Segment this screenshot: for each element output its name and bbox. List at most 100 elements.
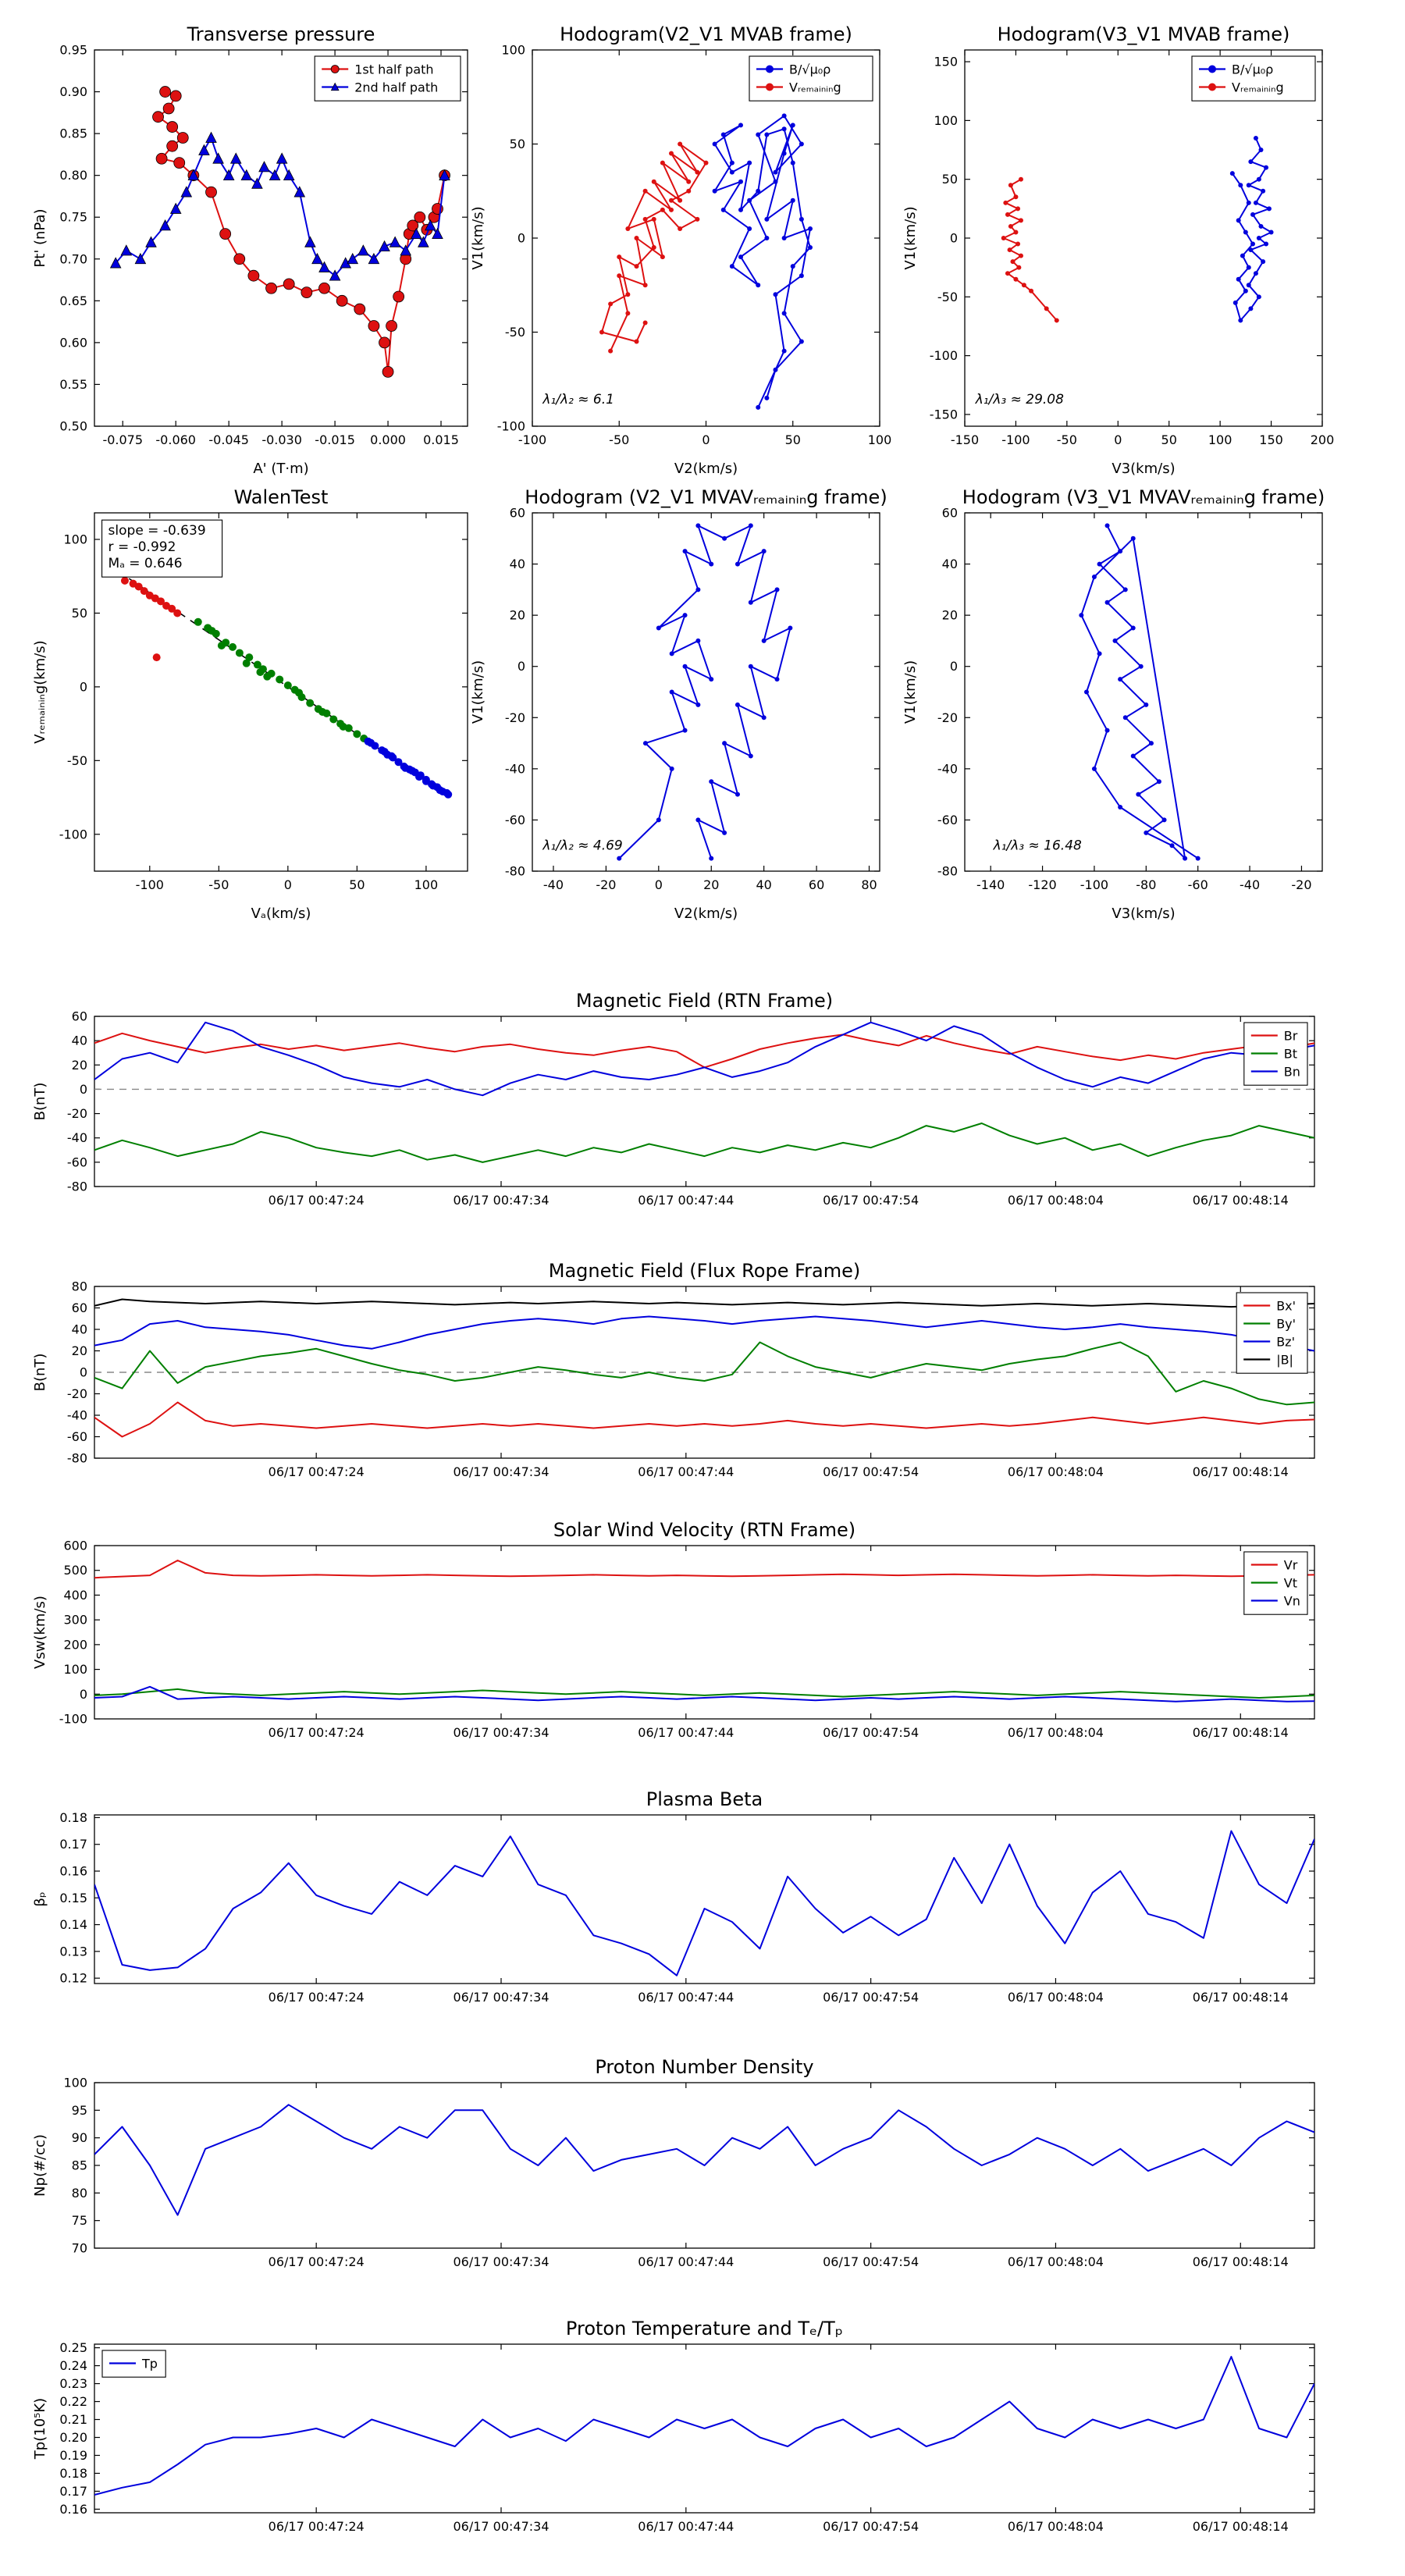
svg-text:|B|: |B|: [1276, 1352, 1293, 1367]
svg-text:-100: -100: [518, 432, 546, 447]
svg-text:0: 0: [80, 1365, 87, 1380]
svg-text:B(nT): B(nT): [32, 1083, 48, 1121]
svg-text:-0.060: -0.060: [155, 432, 196, 447]
svg-text:Vᵣₑₘₐᵢₙᵢₙg(km/s): Vᵣₑₘₐᵢₙᵢₙg(km/s): [32, 640, 48, 743]
svg-text:06/17 00:47:24: 06/17 00:47:24: [269, 1990, 365, 2005]
svg-text:06/17 00:47:44: 06/17 00:47:44: [638, 1193, 734, 1208]
svg-text:Vt: Vt: [1284, 1575, 1297, 1590]
svg-text:50: 50: [349, 877, 365, 892]
svg-text:Plasma Beta: Plasma Beta: [646, 1788, 763, 1810]
svg-text:Vn: Vn: [1284, 1593, 1300, 1608]
chart-velocity: 06/17 00:47:24 06/17 00:47:34 06/17 00:47:…: [32, 1519, 1315, 1740]
svg-text:-80: -80: [937, 864, 958, 879]
svg-text:0.60: 0.60: [59, 335, 87, 350]
svg-text:40: 40: [72, 1322, 87, 1337]
svg-text:80: 80: [861, 877, 877, 892]
chart-hodogram-v2v1-mvav: -40 -20 0 20 40 60 80-80-60-40-200204060Hodogr…: [470, 486, 887, 922]
svg-text:0.22: 0.22: [59, 2394, 87, 2409]
svg-text:Transverse pressure: Transverse pressure: [187, 23, 375, 45]
svg-text:0: 0: [518, 659, 525, 674]
svg-text:-100: -100: [59, 1712, 87, 1727]
svg-text:0.85: 0.85: [59, 126, 87, 141]
svg-text:60: 60: [72, 1300, 87, 1315]
svg-text:Br: Br: [1284, 1028, 1298, 1043]
svg-text:85: 85: [72, 2158, 87, 2173]
svg-text:-20: -20: [505, 710, 525, 725]
svg-text:06/17 00:47:24: 06/17 00:47:24: [269, 2519, 365, 2534]
svg-text:V3(km/s): V3(km/s): [1112, 461, 1175, 477]
svg-text:20: 20: [72, 1058, 87, 1073]
svg-text:06/17 00:47:34: 06/17 00:47:34: [453, 2519, 549, 2534]
svg-text:06/17 00:48:04: 06/17 00:48:04: [1008, 1464, 1104, 1479]
svg-text:B/√μ₀ρ: B/√μ₀ρ: [1232, 62, 1273, 76]
svg-text:20: 20: [72, 1343, 87, 1358]
svg-text:80: 80: [72, 2186, 87, 2201]
svg-text:0.000: 0.000: [370, 432, 406, 447]
chart-transverse-pressure: -0.075 -0.060 -0.045 -0.030 -0.015 0.000 0.015…: [32, 23, 468, 477]
svg-text:20: 20: [703, 877, 719, 892]
svg-text:95: 95: [72, 2103, 87, 2118]
svg-text:100: 100: [1208, 432, 1232, 447]
svg-text:0: 0: [518, 231, 525, 246]
svg-text:0.18: 0.18: [59, 2466, 87, 2481]
svg-text:A' (T·m): A' (T·m): [253, 461, 308, 477]
svg-text:06/17 00:47:34: 06/17 00:47:34: [453, 1464, 549, 1479]
svg-text:06/17 00:47:34: 06/17 00:47:34: [453, 1990, 549, 2005]
svg-text:06/17 00:47:54: 06/17 00:47:54: [823, 1193, 919, 1208]
svg-text:Bx': Bx': [1276, 1298, 1296, 1313]
svg-text:0: 0: [284, 877, 292, 892]
svg-text:100: 100: [934, 113, 958, 128]
svg-text:-40: -40: [1240, 877, 1260, 892]
svg-text:0.75: 0.75: [59, 210, 87, 225]
svg-text:06/17 00:47:44: 06/17 00:47:44: [638, 1990, 734, 2005]
svg-text:-60: -60: [67, 1155, 87, 1169]
svg-text:V1(km/s): V1(km/s): [902, 206, 919, 269]
svg-text:06/17 00:47:34: 06/17 00:47:34: [453, 1193, 549, 1208]
svg-text:-50: -50: [208, 877, 229, 892]
svg-text:0.55: 0.55: [59, 377, 87, 392]
svg-text:60: 60: [72, 1009, 87, 1024]
svg-text:50: 50: [942, 172, 958, 187]
svg-text:-40: -40: [505, 761, 525, 776]
svg-text:-50: -50: [609, 432, 629, 447]
svg-text:0.16: 0.16: [59, 2502, 87, 2517]
svg-text:100: 100: [63, 532, 87, 547]
svg-text:06/17 00:47:44: 06/17 00:47:44: [638, 2519, 734, 2534]
svg-text:0.16: 0.16: [59, 1864, 87, 1879]
svg-text:06/17 00:47:54: 06/17 00:47:54: [823, 1464, 919, 1479]
svg-text:-40: -40: [937, 761, 958, 776]
svg-text:-40: -40: [67, 1408, 87, 1423]
svg-text:06/17 00:48:04: 06/17 00:48:04: [1008, 1990, 1104, 2005]
svg-text:-60: -60: [505, 813, 525, 827]
svg-text:0.12: 0.12: [59, 1971, 87, 1986]
svg-text:0.015: 0.015: [423, 432, 459, 447]
svg-text:Bz': Bz': [1276, 1334, 1295, 1349]
svg-text:70: 70: [72, 2241, 87, 2256]
svg-text:200: 200: [1311, 432, 1335, 447]
svg-text:By': By': [1276, 1316, 1296, 1331]
svg-text:40: 40: [72, 1034, 87, 1048]
svg-text:Tp: Tp: [141, 2356, 158, 2371]
svg-text:06/17 00:47:44: 06/17 00:47:44: [638, 2254, 734, 2269]
svg-text:-0.045: -0.045: [208, 432, 249, 447]
svg-text:06/17 00:48:04: 06/17 00:48:04: [1008, 2254, 1104, 2269]
svg-text:40: 40: [942, 557, 958, 571]
svg-text:0: 0: [80, 1687, 87, 1702]
svg-text:-0.030: -0.030: [261, 432, 302, 447]
svg-text:0.21: 0.21: [59, 2412, 87, 2427]
svg-text:0.80: 0.80: [59, 168, 87, 183]
svg-text:06/17 00:48:14: 06/17 00:48:14: [1193, 1464, 1289, 1479]
svg-text:0.23: 0.23: [59, 2376, 87, 2391]
svg-text:150: 150: [1259, 432, 1283, 447]
chart-beta: 06/17 00:47:24 06/17 00:47:34 06/17 00:47:…: [32, 1788, 1315, 2005]
svg-text:200: 200: [63, 1637, 87, 1652]
svg-text:-20: -20: [1291, 877, 1311, 892]
svg-text:0: 0: [80, 1082, 87, 1097]
svg-text:0: 0: [1114, 432, 1122, 447]
svg-text:100: 100: [414, 877, 439, 892]
svg-text:Vr: Vr: [1284, 1557, 1298, 1572]
svg-text:Proton Temperature and Tₑ/Tₚ: Proton Temperature and Tₑ/Tₚ: [566, 2318, 843, 2339]
svg-text:50: 50: [510, 137, 525, 151]
svg-text:06/17 00:47:24: 06/17 00:47:24: [269, 1193, 365, 1208]
